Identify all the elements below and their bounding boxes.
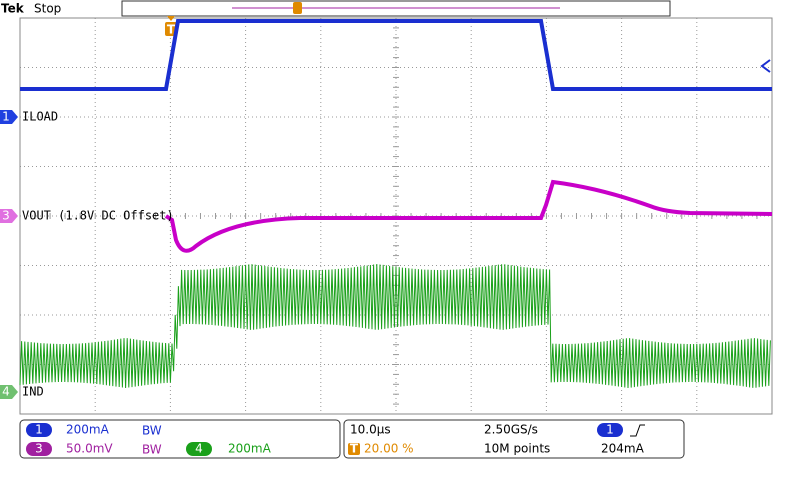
ch4-label: IND: [22, 385, 44, 399]
ch4-marker: [0, 385, 18, 399]
sample-rate: 2.50GS/s: [484, 423, 538, 437]
trigger-slope: [630, 424, 645, 437]
ch1-marker: [0, 110, 18, 124]
ch3-label: VOUT (1.8V DC Offset): [22, 209, 174, 223]
ch1-marker-number: 1: [2, 110, 10, 124]
ch1-scale: 200mA: [66, 423, 110, 437]
ch3-badge: [26, 442, 52, 456]
brand: Tek: [1, 2, 25, 16]
trigger-position: 20.00 %: [364, 442, 414, 456]
vout-trace: [164, 179, 773, 253]
ch3-marker-number: 3: [2, 209, 10, 223]
channel-readout: [19, 419, 341, 459]
trigger-badge-label: T: [350, 442, 359, 456]
ch3-scale: 50.0mV: [66, 442, 113, 456]
graticule-border: [19, 17, 773, 415]
trigger-level: 204mA: [601, 442, 645, 456]
ch4-scale: 200mA: [228, 442, 272, 456]
record-trigger-marker: [293, 2, 302, 14]
iload-trace: [20, 19, 772, 91]
ch1-badge-number: 1: [35, 423, 43, 437]
trigger-source: 1: [606, 423, 614, 437]
ch4-badge: [186, 442, 212, 456]
trigger-badge: [348, 443, 360, 455]
ch3-bandwidth: BW: [142, 443, 162, 457]
ch4-marker-number: 4: [2, 385, 10, 399]
ch1-bandwidth: BW: [142, 424, 162, 438]
ch3-badge-number: 3: [35, 442, 43, 456]
status: Stop: [34, 2, 61, 16]
ch4-badge-number: 4: [195, 442, 203, 456]
trigger-arrow: [167, 16, 175, 21]
trigger-level-marker: [760, 59, 771, 73]
ch1-badge: [26, 423, 52, 437]
time-scale: 10.0µs: [350, 423, 391, 437]
trigger-source-badge: [597, 423, 623, 437]
ind-ripple: [19, 263, 771, 389]
ch1-label: ILOAD: [22, 110, 58, 124]
trigger-marker-label: T: [167, 23, 176, 37]
ch3-marker: [0, 209, 18, 223]
ind-trace: [19, 263, 771, 389]
record-length: 10M points: [484, 442, 550, 456]
